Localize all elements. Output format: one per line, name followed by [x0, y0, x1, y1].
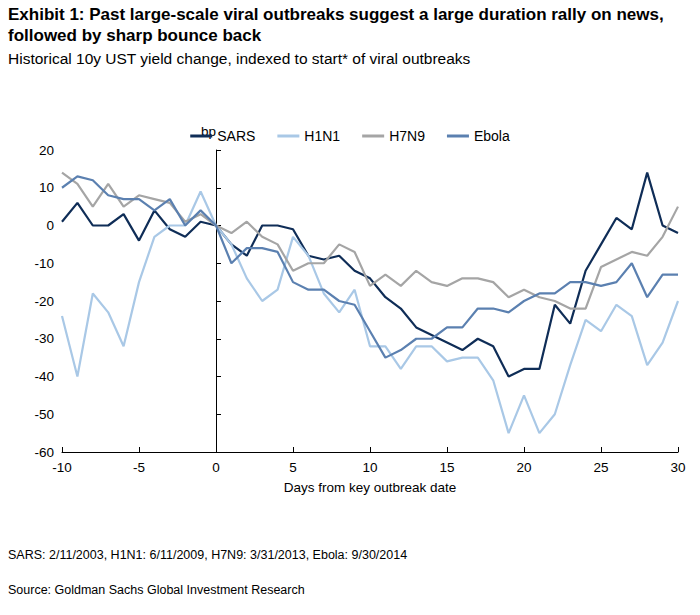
- html-text:Historical 10y UST yield chang: Historical 10y UST yield change, indexed…: [8, 50, 471, 67]
- svg-text:15: 15: [439, 460, 454, 475]
- svg-text:bp: bp: [201, 123, 216, 139]
- svg-text:10: 10: [39, 180, 54, 195]
- svg-text:25: 25: [593, 460, 608, 475]
- svg-text:H7N9: H7N9: [389, 128, 425, 144]
- svg-text:-20: -20: [34, 294, 54, 309]
- svg-text:0: 0: [212, 460, 220, 475]
- svg-text:-60: -60: [34, 445, 54, 460]
- svg-text:-10: -10: [52, 460, 72, 475]
- svg-text:-30: -30: [34, 331, 54, 346]
- svg-text:SARS: SARS: [217, 128, 255, 144]
- html-text:Exhibit 1: Past large-scale vi: Exhibit 1: Past large-scale viral outbre…: [8, 5, 664, 45]
- svg-text:10: 10: [362, 460, 377, 475]
- svg-text:0: 0: [46, 218, 54, 233]
- svg-text:5: 5: [289, 460, 297, 475]
- html-text:Source: Goldman Sachs Global I: Source: Goldman Sachs Global Investment …: [8, 583, 305, 597]
- svg-text:H1N1: H1N1: [304, 128, 340, 144]
- svg-text:-50: -50: [34, 407, 54, 422]
- svg-text:-40: -40: [34, 369, 54, 384]
- svg-text:30: 30: [670, 460, 685, 475]
- svg-text:-10: -10: [34, 256, 54, 271]
- svg-text:20: 20: [39, 143, 54, 158]
- svg-text:Days from key outbreak date: Days from key outbreak date: [284, 480, 457, 495]
- svg-text:-5: -5: [133, 460, 145, 475]
- svg-text:20: 20: [516, 460, 531, 475]
- svg-text:Ebola: Ebola: [474, 128, 510, 144]
- html-text:SARS: 2/11/2003, H1N1: 6/11/20: SARS: 2/11/2003, H1N1: 6/11/2009, H7N9: …: [8, 548, 408, 562]
